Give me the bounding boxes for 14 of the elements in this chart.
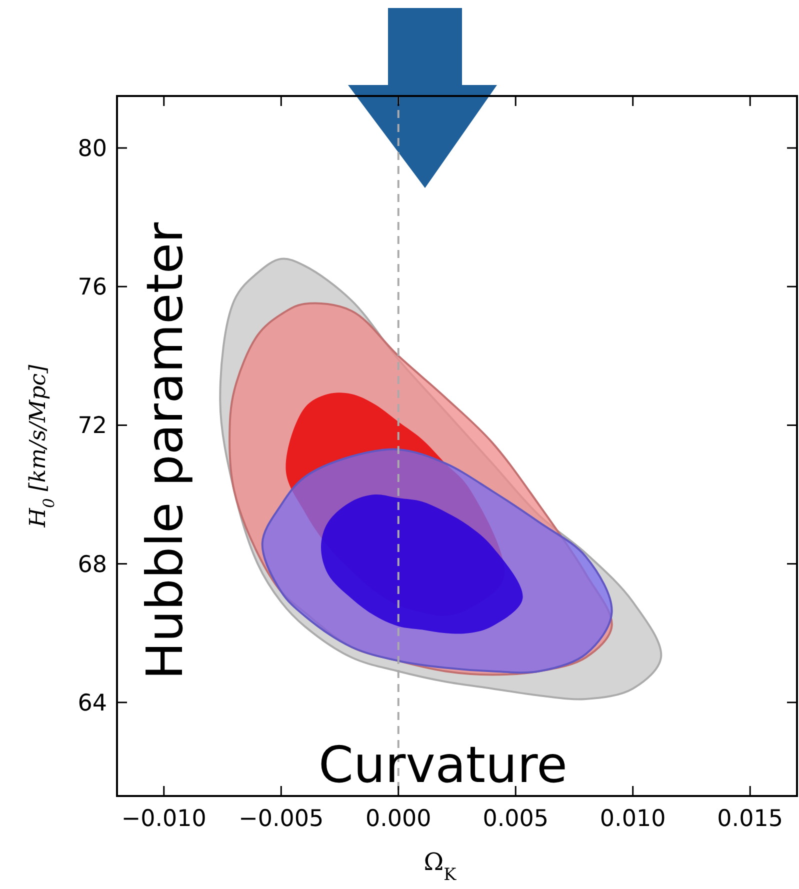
annotation: Curvature [318, 736, 568, 794]
x-tick-label: 0.010 [600, 806, 666, 832]
y-tick-label: 68 [78, 552, 107, 578]
x-tick-label: −0.010 [121, 806, 206, 832]
x-tick-label: 0.015 [717, 806, 784, 832]
x-tick-label: −0.005 [238, 806, 324, 832]
x-tick-label: 0.000 [365, 806, 432, 832]
x-tick-label: 0.005 [482, 806, 549, 832]
annotation: Hubble parameter [136, 222, 194, 680]
y-tick-label: 72 [78, 413, 107, 440]
y-tick-label: 64 [78, 690, 107, 716]
y-tick-label: 76 [78, 274, 107, 301]
x-axis-title: Ω$_{K}$ [424, 848, 457, 884]
y-tick-label: 80 [78, 136, 107, 162]
